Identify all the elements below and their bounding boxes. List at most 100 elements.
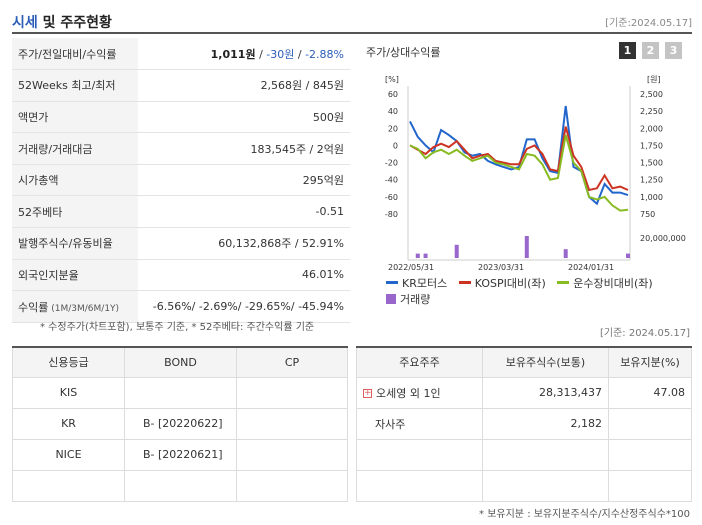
section-title: 시세 및 주주현황 <box>12 15 112 31</box>
right-tick-label: 1,750 <box>640 141 663 150</box>
x-tick-label: 2022/05/31 <box>388 263 434 272</box>
x-tick-label: 2023/03/31 <box>478 263 524 272</box>
plus-icon[interactable]: + <box>363 388 372 398</box>
return-label: 수익률 (1M/3M/6M/1Y) <box>12 290 138 323</box>
return-value: -6.56%/ -2.69%/ -29.65%/ -45.94% <box>138 290 350 323</box>
foreign-row: 외국인지분율 46.01% <box>12 259 350 292</box>
52week-label: 52Weeks 최고/최저 <box>12 69 138 102</box>
left-axis-unit: [%] <box>385 75 399 84</box>
credit-header: CP <box>236 346 348 378</box>
left-tick-label: 60 <box>388 90 398 99</box>
left-tick-label: 0 <box>393 141 398 150</box>
table-row <box>12 469 348 502</box>
left-tick-label: -80 <box>385 210 398 219</box>
agency-cell: KIS <box>12 376 125 409</box>
legend-item: KOSPI대비(좌) <box>458 275 546 291</box>
foreign-value: 46.01% <box>138 259 350 292</box>
series-line <box>409 126 629 192</box>
credit-header: BOND <box>124 346 237 378</box>
right-tick-label: 1,250 <box>640 176 663 185</box>
market-cap-label: 시가총액 <box>12 164 138 197</box>
volume-row: 거래량/거래대금 183,545주 / 2억원 <box>12 132 350 165</box>
holder-header: 보유주식수(보통) <box>482 346 609 378</box>
right-tick-label: 1,000 <box>640 193 663 202</box>
agency-cell <box>12 469 125 502</box>
credit-header: 신용등급 <box>12 346 125 378</box>
credit-header-row: 신용등급 BOND CP <box>12 346 348 378</box>
shares-row: 발행주식수/유동비율 60,132,868주 / 52.91% <box>12 227 350 260</box>
footnote-price: * 수정주가(차트포함), 보통주 기준, * 52주베타: 주간수익률 기준 <box>40 322 315 333</box>
cp-cell <box>236 376 348 409</box>
bond-cell: B- [20220622] <box>124 407 237 440</box>
beta-value: -0.51 <box>138 195 350 229</box>
holder-pct-cell <box>608 469 692 502</box>
holder-name-cell <box>356 469 483 502</box>
shares-label: 발행주식수/유동비율 <box>12 227 138 260</box>
section-header: 시세 및 주주현황 [기준:2024.05.17] <box>12 8 692 34</box>
right-tick-label: 2,500 <box>640 90 663 99</box>
right-axis-unit: [원] <box>647 75 661 84</box>
bond-cell: B- [20220621] <box>124 438 237 471</box>
chart-tab-3[interactable]: 3 <box>665 42 682 59</box>
base-date: [기준:2024.05.17] <box>605 18 692 29</box>
holder-pct-cell <box>608 407 692 440</box>
credit-rating-table: 신용등급 BOND CP KIS KR B- [20220622] NICE B- … <box>12 346 348 502</box>
cp-cell <box>236 438 348 471</box>
left-tick-label: -40 <box>385 176 398 185</box>
volume-tick-label: 20,000,000 <box>640 234 686 243</box>
left-tick-label: 20 <box>388 124 398 133</box>
series-line <box>409 105 629 206</box>
par-value-label: 액면가 <box>12 101 138 134</box>
table-row: KR B- [20220622] <box>12 407 348 440</box>
price-value: 1,011원 / -30원 / -2.88% <box>138 38 350 71</box>
shareholder-table: 주요주주 보유주식수(보통) 보유지분(%) + 오세영 외 1인 28,313,… <box>356 346 692 502</box>
table-row: 자사주 2,182 <box>356 407 692 440</box>
holder-name-cell[interactable]: + 오세영 외 1인 <box>356 376 483 409</box>
par-value-value: 500원 <box>138 101 350 134</box>
return-row: 수익률 (1M/3M/6M/1Y) -6.56%/ -2.69%/ -29.65… <box>12 290 350 323</box>
price-row: 주가/전일대비/수익률 1,011원 / -30원 / -2.88% <box>12 38 350 71</box>
right-tick-label: 2,000 <box>640 124 663 133</box>
holder-shares-cell: 28,313,437 <box>482 376 609 409</box>
holder-header: 보유지분(%) <box>608 346 692 378</box>
right-tick-label: 2,250 <box>640 107 663 116</box>
volume-bar <box>626 253 630 258</box>
shares-value: 60,132,868주 / 52.91% <box>138 227 350 260</box>
holder-pct-cell: 47.08 <box>608 376 692 409</box>
holder-shares-cell <box>482 469 609 502</box>
market-cap-row: 시가총액 295억원 <box>12 164 350 197</box>
right-tick-label: 1,500 <box>640 159 663 168</box>
holder-header-row: 주요주주 보유주식수(보통) 보유지분(%) <box>356 346 692 378</box>
table-row: KIS <box>12 376 348 409</box>
footnote-date: [기준: 2024.05.17] <box>599 328 690 339</box>
beta-row: 52주베타 -0.51 <box>12 195 350 229</box>
x-tick-label: 2024/01/31 <box>568 263 614 272</box>
agency-cell: NICE <box>12 438 125 471</box>
bond-cell <box>124 469 237 502</box>
volume-bar <box>415 253 420 258</box>
chart-title: 주가/상대수익률 <box>366 46 441 59</box>
market-cap-value: 295억원 <box>138 164 350 197</box>
left-tick-label: 40 <box>388 107 398 116</box>
par-value-row: 액면가 500원 <box>12 101 350 134</box>
left-tick-label: -60 <box>385 193 398 202</box>
52week-value: 2,568원 / 845원 <box>138 69 350 102</box>
chart-tab-2[interactable]: 2 <box>642 42 659 59</box>
left-tick-label: -20 <box>385 159 398 168</box>
volume-bar <box>454 244 459 258</box>
agency-cell: KR <box>12 407 125 440</box>
bond-cell <box>124 376 237 409</box>
chart-tab-1[interactable]: 1 <box>619 42 636 59</box>
series-line <box>409 134 629 212</box>
table-row <box>356 438 692 471</box>
legend-item: 거래량 <box>386 291 430 307</box>
beta-label: 52주베타 <box>12 195 138 229</box>
price-label: 주가/전일대비/수익률 <box>12 38 138 71</box>
price-summary-table: 주가/전일대비/수익률 1,011원 / -30원 / -2.88% 52Wee… <box>12 38 350 323</box>
foreign-label: 외국인지분율 <box>12 259 138 292</box>
holder-name-cell: 자사주 <box>356 407 483 440</box>
legend-item: KR모터스 <box>386 275 447 291</box>
table-row: NICE B- [20220621] <box>12 438 348 471</box>
legend-item: 운수장비대비(좌) <box>557 275 653 291</box>
holder-header: 주요주주 <box>356 346 483 378</box>
